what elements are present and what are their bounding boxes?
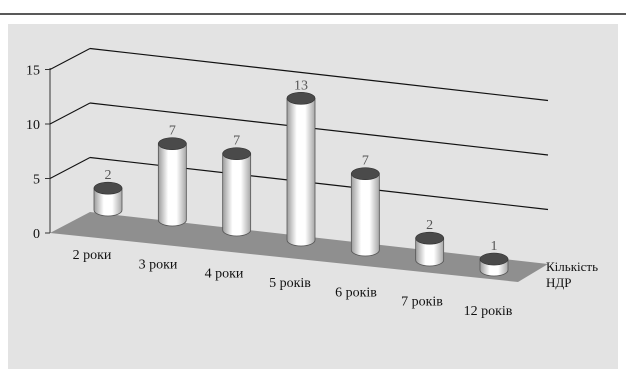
value-label: 7 [362,154,369,169]
bar-top [93,181,123,195]
value-label: 13 [294,78,308,93]
legend-line-2: НДР [546,275,572,290]
bar-body [286,97,316,247]
x-tick-label: 4 роки [205,267,244,282]
bar-4 [286,92,316,247]
bar-body [157,143,187,227]
bar-top [222,147,251,160]
value-label: 2 [105,168,112,183]
bar-top [415,231,444,245]
bar-top [351,167,380,180]
bar-2 [157,137,187,227]
value-label: 7 [169,124,176,139]
bar-5 [350,167,380,257]
gridline-depth [49,48,91,70]
x-tick-label: 3 роки [139,257,178,272]
value-label: 1 [491,239,498,254]
x-tick-label: 5 років [269,276,311,291]
bar-body [93,187,123,217]
y-tick-label: 15 [26,64,40,79]
bar-body [350,173,380,257]
bar-body [415,237,445,267]
bar-6 [415,231,445,267]
bar-7 [479,252,509,277]
x-tick-label: 6 років [335,285,377,300]
value-label: 7 [233,134,240,149]
y-tick-label: 5 [33,173,40,188]
bar-top [286,92,316,105]
gridline [89,47,549,102]
gridline-depth [49,102,91,125]
x-tick-label: 2 роки [73,248,112,263]
legend-line-1: Кількість [546,259,598,274]
gridline-depth [49,157,91,179]
bar-3 [222,147,252,237]
y-tick-label: 0 [33,227,40,242]
value-label: 2 [426,218,433,233]
bar-top [158,137,187,150]
y-tick-label: 10 [26,118,40,133]
bar-1 [93,181,123,217]
bar-body [222,153,252,237]
bar-top [479,252,509,266]
gridline [89,102,549,156]
x-tick-label: 7 років [401,295,443,310]
x-tick-label: 12 років [464,304,513,319]
